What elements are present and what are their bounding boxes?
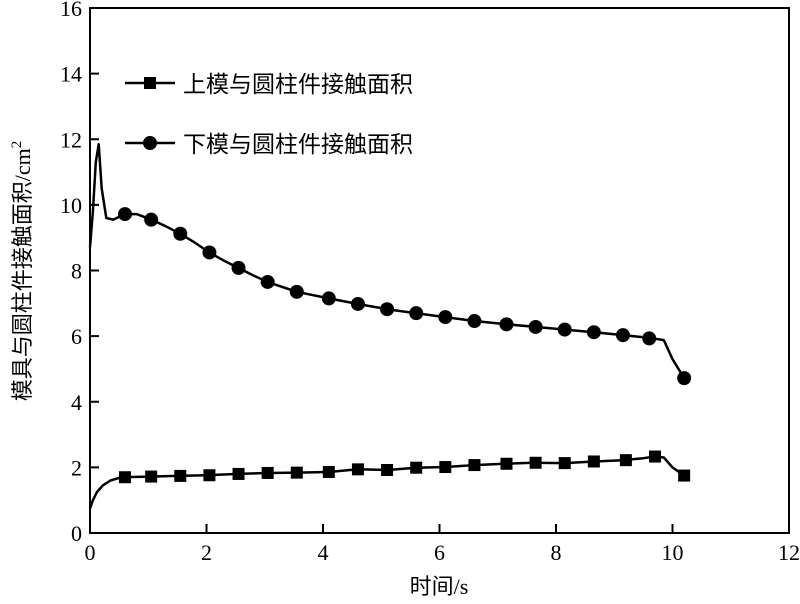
data-point (321, 291, 336, 306)
series-2 (88, 142, 692, 386)
x-tick-label: 2 (201, 540, 212, 565)
data-point (117, 207, 132, 222)
series-2-line (88, 142, 686, 379)
y-tick-label: 16 (60, 0, 82, 21)
data-point (289, 284, 304, 299)
data-point (409, 306, 424, 321)
data-point (500, 457, 513, 470)
data-point (438, 310, 453, 325)
data-point (410, 461, 423, 474)
data-point (467, 314, 482, 329)
data-point (231, 260, 246, 275)
data-point (145, 470, 158, 483)
axis-ticks: 0 2 4 6 8 10 12 0 2 4 6 8 10 12 14 16 (60, 0, 800, 565)
y-tick-label: 10 (60, 193, 82, 218)
y-axis-label: 模具与圆柱件接触面积/cm2 (9, 141, 35, 402)
series-layer (88, 142, 692, 509)
legend-label: 下模与圆柱件接触面积 (183, 132, 413, 157)
data-point (173, 226, 188, 241)
data-point (619, 454, 632, 467)
x-tick-label: 8 (551, 540, 562, 565)
data-point (203, 469, 216, 482)
y-tick-label: 14 (60, 62, 82, 87)
data-point (174, 469, 187, 482)
x-tick-label: 4 (318, 540, 329, 565)
data-point (202, 245, 217, 260)
data-point (118, 471, 131, 484)
data-point (322, 465, 335, 478)
data-point (468, 459, 481, 472)
data-point (144, 212, 159, 227)
data-point (557, 322, 572, 337)
data-point (678, 469, 691, 482)
data-point (351, 463, 364, 476)
data-point (649, 450, 662, 463)
y-axis-label-text: 模具与圆柱件接触面积/cm (10, 148, 35, 401)
y-axis-label-superscript: 2 (9, 141, 25, 149)
data-point (558, 457, 571, 470)
data-point (586, 325, 601, 340)
data-point (260, 274, 275, 289)
data-point (499, 317, 514, 332)
x-tick-label: 0 (85, 540, 96, 565)
y-tick-label: 12 (60, 127, 82, 152)
data-point (439, 461, 452, 474)
data-point (290, 466, 303, 479)
data-point (529, 456, 542, 469)
data-point (381, 464, 394, 476)
data-point (350, 296, 365, 311)
series-1 (88, 450, 691, 509)
x-tick-label: 10 (662, 540, 684, 565)
y-tick-label: 2 (71, 455, 82, 480)
x-tick-label: 12 (778, 540, 800, 565)
x-tick-label: 6 (434, 540, 445, 565)
legend-item-2: 下模与圆柱件接触面积 (125, 132, 413, 157)
x-axis-label: 时间/s (410, 574, 469, 599)
y-tick-label: 8 (71, 259, 82, 284)
data-point (677, 371, 692, 386)
legend-marker (143, 136, 157, 150)
legend-label: 上模与圆柱件接触面积 (183, 72, 413, 97)
legend-marker (144, 77, 156, 89)
data-point (528, 319, 543, 334)
y-tick-label: 6 (71, 324, 82, 349)
data-point (587, 455, 600, 468)
data-point (261, 466, 274, 479)
data-point (642, 331, 657, 346)
data-point (232, 467, 245, 480)
data-point (380, 302, 395, 317)
data-point (615, 328, 630, 343)
y-tick-label: 0 (71, 521, 82, 546)
y-tick-label: 4 (71, 390, 82, 415)
legend-item-1: 上模与圆柱件接触面积 (125, 72, 413, 97)
